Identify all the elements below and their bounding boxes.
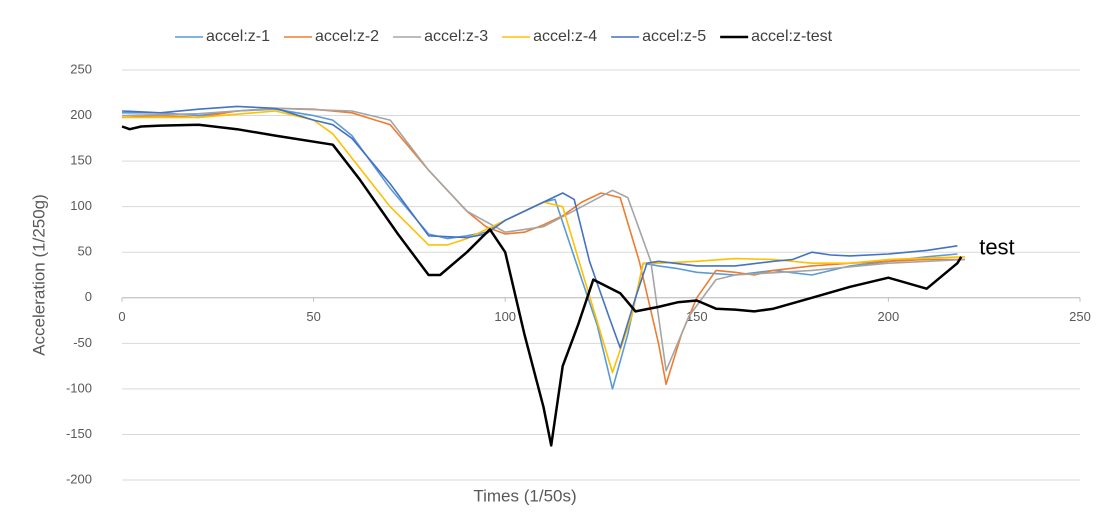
legend-label: accel:z-4 [533, 28, 597, 45]
series-line [121, 123, 963, 447]
y-tick-label: 200 [70, 107, 92, 122]
series-line [122, 110, 966, 374]
y-tick-label: 0 [85, 289, 92, 304]
y-tick-label: 150 [70, 153, 92, 168]
y-axis-title: Acceleration (1/250g) [29, 194, 48, 356]
series-line [121, 107, 966, 372]
x-tick-label: 200 [878, 309, 900, 324]
legend-label: accel:z-1 [206, 28, 270, 45]
annotation: test [979, 235, 1014, 260]
y-tick-label: 100 [70, 198, 92, 213]
x-tick-label: 50 [306, 309, 320, 324]
y-tick-label: -200 [66, 471, 92, 486]
series-line [122, 108, 958, 390]
y-tick-label: 250 [70, 61, 92, 76]
series-line [121, 105, 958, 349]
y-tick-label: 50 [78, 244, 92, 259]
legend-label: accel:z-5 [642, 28, 706, 45]
legend-label: accel:z-3 [424, 28, 488, 45]
x-tick-label: 0 [118, 309, 125, 324]
legend-label: accel:z-test [751, 28, 832, 45]
y-tick-label: -100 [66, 380, 92, 395]
x-tick-label: 100 [494, 309, 516, 324]
x-axis-title: Times (1/50s) [473, 486, 576, 505]
y-tick-label: -50 [73, 335, 92, 350]
y-tick-label: -150 [66, 426, 92, 441]
legend-label: accel:z-2 [315, 28, 379, 45]
x-tick-label: 250 [1069, 309, 1091, 324]
